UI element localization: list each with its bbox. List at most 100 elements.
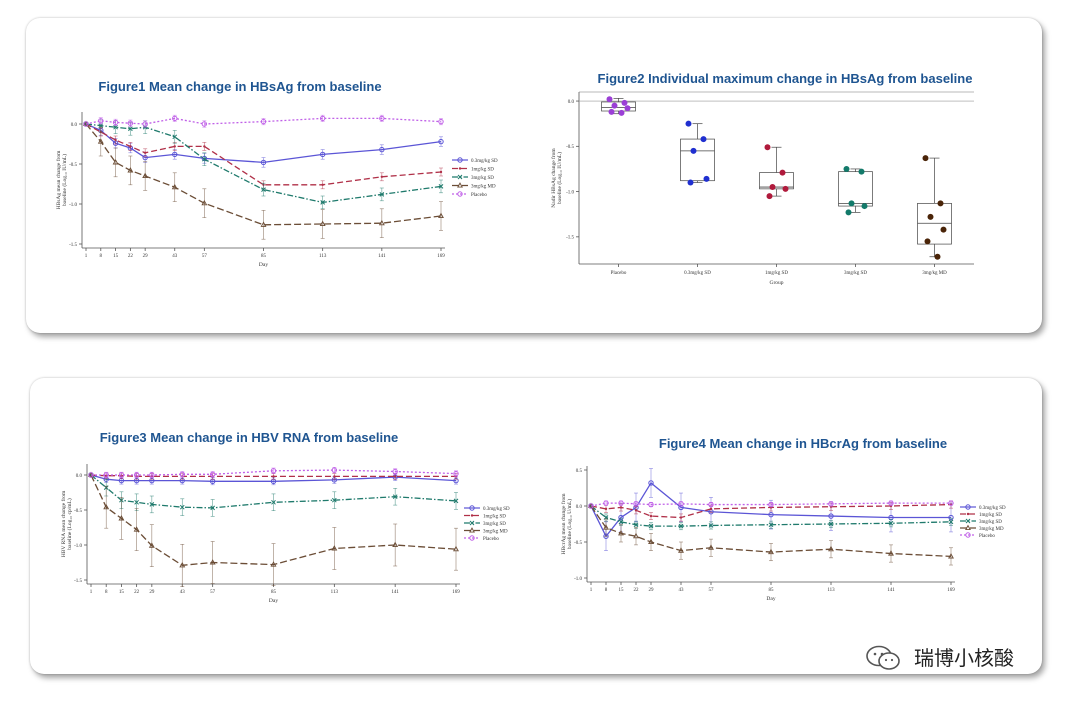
data-point	[687, 179, 694, 186]
data-point	[621, 99, 628, 106]
data-point	[98, 118, 104, 124]
x-axis-label: Day	[269, 598, 278, 604]
data-point	[378, 219, 385, 226]
y-tick-label: 0.5	[576, 469, 583, 474]
legend-label: 0.3mg/kg SD	[979, 506, 1006, 511]
data-point	[260, 221, 267, 227]
x-tick-label: 141	[887, 588, 895, 593]
wechat-icon	[866, 645, 900, 670]
data-point	[948, 500, 954, 506]
data-point	[179, 561, 186, 568]
x-tick-label: 29	[649, 588, 655, 593]
data-point	[97, 138, 104, 144]
x-tick-label: 8	[605, 588, 608, 593]
legend-marker	[470, 514, 474, 517]
x-tick-label: 43	[180, 590, 186, 595]
data-point	[270, 468, 277, 474]
data-point	[172, 115, 178, 122]
series-line	[85, 123, 442, 186]
data-point	[320, 200, 326, 205]
y-tick-label: -0.5	[74, 509, 82, 514]
data-point	[392, 468, 398, 475]
legend-label: 3mg/kg SD	[483, 522, 506, 527]
data-point	[392, 541, 399, 548]
y-tick-label: -0.5	[574, 541, 582, 546]
data-point	[843, 165, 850, 172]
x-tick-label: 3mg/kg SD	[844, 271, 867, 276]
x-tick-label: Placebo	[611, 271, 627, 276]
data-point	[319, 115, 326, 122]
x-tick-label: 1	[590, 588, 593, 593]
data-point	[112, 159, 119, 165]
data-point	[606, 96, 613, 103]
data-point	[848, 200, 855, 207]
data-point	[173, 145, 176, 148]
figure3-chart: Figure3 Mean change in HBV RNA from base…	[60, 430, 510, 604]
data-point	[769, 184, 776, 191]
data-point	[118, 472, 125, 478]
x-axis-label: Day	[766, 596, 775, 602]
data-point	[271, 499, 276, 505]
x-tick-label: 57	[202, 254, 208, 259]
data-point	[708, 544, 714, 550]
x-tick-label: 3mg/kg MD	[922, 271, 947, 276]
legend-marker	[457, 157, 463, 163]
legend-marker	[457, 191, 463, 197]
data-point	[203, 145, 206, 148]
x-tick-label: 1	[90, 590, 93, 595]
data-point	[633, 522, 639, 528]
data-point	[603, 500, 609, 506]
figure4-chart: Figure4 Mean change in HBcrAg from basel…	[560, 436, 1006, 602]
data-point	[438, 212, 444, 219]
data-point	[634, 509, 638, 512]
legend-label: 0.3mg/kg SD	[483, 507, 510, 512]
data-point	[319, 220, 326, 227]
data-point	[209, 471, 216, 477]
data-point	[678, 501, 684, 507]
data-point	[172, 151, 178, 158]
y-tick-label: 0.0	[76, 474, 83, 479]
y-axis-label-line: Nadir HBsAg change from	[550, 148, 557, 208]
data-point	[648, 523, 654, 529]
legend-label: 3mg/kg SD	[471, 176, 494, 181]
series-line	[590, 502, 951, 507]
legend-label: 1mg/kg SD	[979, 513, 1002, 518]
legend-label: 1mg/kg SD	[471, 167, 494, 172]
data-point	[179, 471, 185, 477]
x-tick-label: 8	[100, 254, 103, 259]
data-point	[766, 193, 773, 200]
x-tick-label: 15	[113, 254, 119, 259]
y-axis-label-line: baseline (Log₁₀ cp/mL)	[66, 498, 73, 550]
data-point	[133, 526, 140, 532]
x-tick-label: 1mg/kg SD	[765, 271, 788, 276]
chart-title: Figure1 Mean change in HBsAg from baseli…	[98, 79, 381, 94]
y-tick-label: -1.5	[74, 579, 82, 584]
x-tick-label: 141	[378, 254, 386, 259]
data-point	[618, 519, 624, 525]
y-tick-label: 0.0	[576, 505, 583, 510]
data-point	[618, 109, 625, 116]
data-point	[633, 501, 639, 507]
x-tick-label: 0.3mg/kg SD	[684, 271, 711, 276]
legend-marker	[457, 182, 463, 188]
data-point	[768, 511, 774, 518]
series-line	[91, 469, 457, 476]
data-point	[83, 121, 89, 127]
data-point	[333, 475, 336, 478]
y-axis-label-line: baseline (Log₁₀ IU/mL)	[61, 154, 68, 206]
data-point	[603, 524, 609, 530]
data-point	[934, 253, 941, 260]
y-tick-label: -1.0	[74, 544, 82, 549]
data-point	[633, 532, 639, 539]
legend-marker	[966, 512, 970, 516]
data-point	[708, 523, 714, 528]
y-axis-label-line: HBsAg mean change from	[55, 150, 62, 210]
data-point	[690, 147, 697, 154]
y-axis-label: HBcrAg mean change frombaseline (Log₁₀ U…	[560, 493, 573, 555]
legend-marker	[469, 505, 475, 511]
data-point	[618, 500, 624, 506]
legend-marker	[458, 167, 462, 170]
data-point	[700, 136, 707, 143]
x-tick-label: 169	[452, 590, 460, 595]
data-point	[379, 115, 385, 122]
